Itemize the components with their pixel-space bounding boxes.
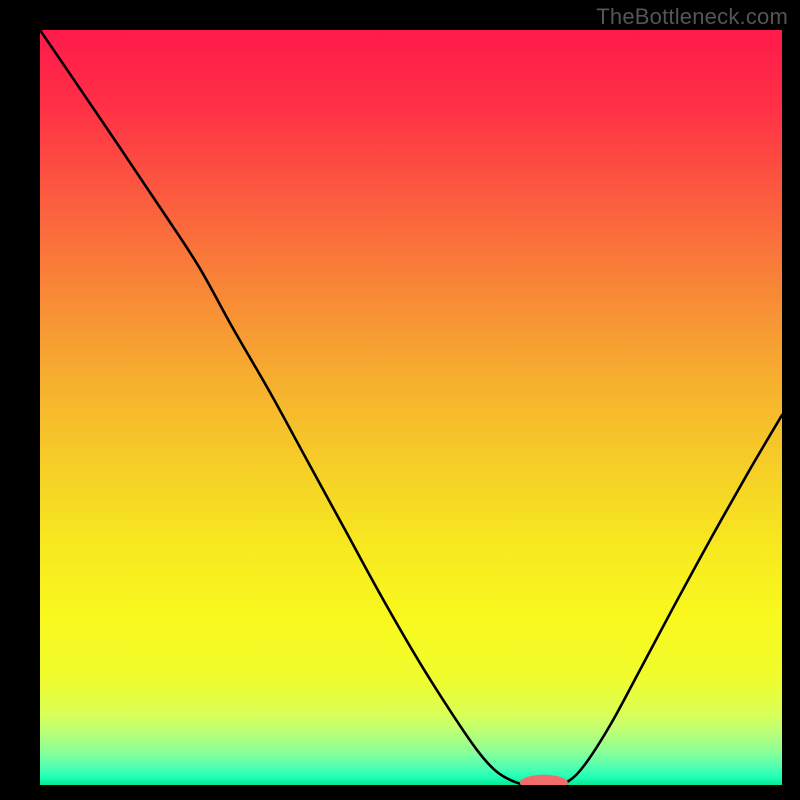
bottleneck-chart: TheBottleneck.com xyxy=(0,0,800,800)
chart-svg xyxy=(0,0,800,800)
watermark-text: TheBottleneck.com xyxy=(596,4,788,30)
chart-heat-background xyxy=(40,30,782,785)
